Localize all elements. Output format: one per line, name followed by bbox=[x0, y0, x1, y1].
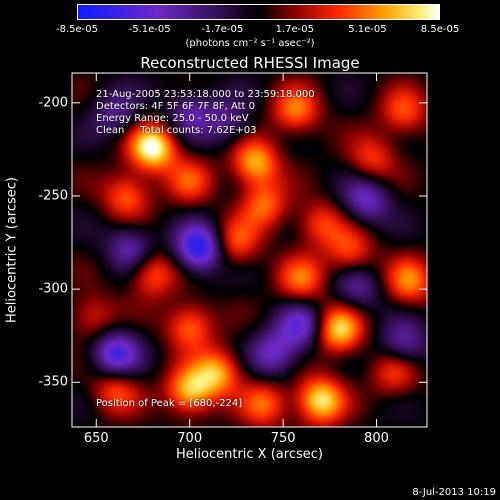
colorbar bbox=[77, 4, 440, 20]
y-tick-label: -300 bbox=[38, 281, 68, 297]
plot-date: 8-Jul-2013 10:19 bbox=[412, 487, 496, 498]
annotation-energy-range: Energy Range: 25.0 - 50.0 keV bbox=[96, 113, 249, 124]
y-axis-label: Heliocentric Y (arcsec) bbox=[4, 177, 20, 323]
colorbar-tick-label: -8.5e-05 bbox=[56, 24, 98, 35]
colorbar-tick-label: 1.7e-05 bbox=[275, 24, 314, 35]
annotation-clean-counts: Clean Total counts: 7.62E+03 bbox=[96, 125, 257, 136]
y-tick-label: -250 bbox=[38, 188, 68, 204]
y-tick-label: -200 bbox=[38, 95, 68, 111]
colorbar-tick-label: -1.7e-05 bbox=[201, 24, 244, 35]
x-axis-label: Heliocentric X (arcsec) bbox=[176, 447, 323, 462]
chart-title: Reconstructed RHESSI Image bbox=[140, 54, 360, 72]
colorbar-tick-label: 5.1e-05 bbox=[348, 24, 387, 35]
x-tick-label: 700 bbox=[177, 431, 203, 446]
annotation-detectors: Detectors: 4F 5F 6F 7F 8F, Att 0 bbox=[96, 101, 256, 112]
x-tick-label: 750 bbox=[270, 431, 296, 446]
x-tick-label: 800 bbox=[364, 431, 389, 446]
annotation-time-range: 21-Aug-2005 23:53:18.000 to 23:59:18.000 bbox=[96, 89, 315, 100]
plot-frame bbox=[71, 72, 428, 428]
x-tick-label: 650 bbox=[83, 431, 109, 446]
plot-image bbox=[72, 73, 427, 427]
colorbar-unit-label: (photons cm⁻² s⁻¹ asec⁻²) bbox=[185, 38, 315, 49]
annotation-peak-position: Position of Peak = [680,-224] bbox=[96, 398, 243, 409]
colorbar-tick-label: -5.1e-05 bbox=[128, 24, 171, 35]
colorbar-tick-label: 8.5e-05 bbox=[420, 24, 460, 35]
y-tick-label: -350 bbox=[38, 374, 68, 390]
